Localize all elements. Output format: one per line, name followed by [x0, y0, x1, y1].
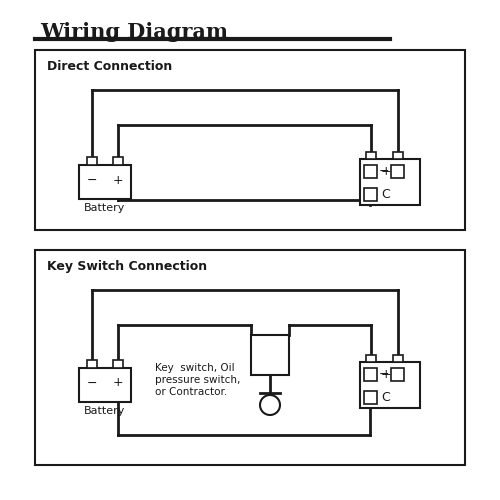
Text: −: − [87, 376, 97, 390]
Text: Key  switch, Oil
pressure switch,
or Contractor.: Key switch, Oil pressure switch, or Cont… [155, 364, 240, 396]
Bar [360, 159, 420, 205]
Bar [251, 335, 289, 375]
Bar [35, 250, 465, 465]
Bar [113, 157, 123, 165]
Bar [79, 165, 131, 199]
Text: −: − [87, 174, 97, 186]
Text: Key Switch Connection: Key Switch Connection [47, 260, 207, 273]
Bar [392, 152, 402, 159]
Bar [79, 368, 131, 402]
Bar [87, 360, 97, 368]
Text: Battery: Battery [84, 406, 126, 416]
Text: C: C [381, 391, 390, 404]
Text: −: − [378, 368, 389, 381]
Bar [391, 165, 404, 178]
Bar [364, 368, 377, 381]
Bar [364, 188, 377, 201]
Text: +: + [112, 174, 124, 186]
Text: +: + [112, 376, 124, 390]
Bar [366, 152, 376, 159]
Text: Direct Connection: Direct Connection [47, 60, 172, 73]
Bar [391, 368, 404, 381]
Text: +: + [381, 165, 392, 178]
Text: Battery: Battery [84, 203, 126, 213]
Bar [392, 355, 402, 362]
Bar [366, 355, 376, 362]
Bar [360, 362, 420, 408]
Text: Wiring Diagram: Wiring Diagram [40, 22, 228, 42]
Circle shape [260, 395, 280, 415]
Bar [87, 157, 97, 165]
Bar [364, 165, 377, 178]
Text: −: − [378, 165, 389, 178]
Bar [35, 50, 465, 230]
Text: C: C [381, 188, 390, 201]
Bar [364, 391, 377, 404]
Bar [113, 360, 123, 368]
Text: +: + [381, 368, 392, 381]
